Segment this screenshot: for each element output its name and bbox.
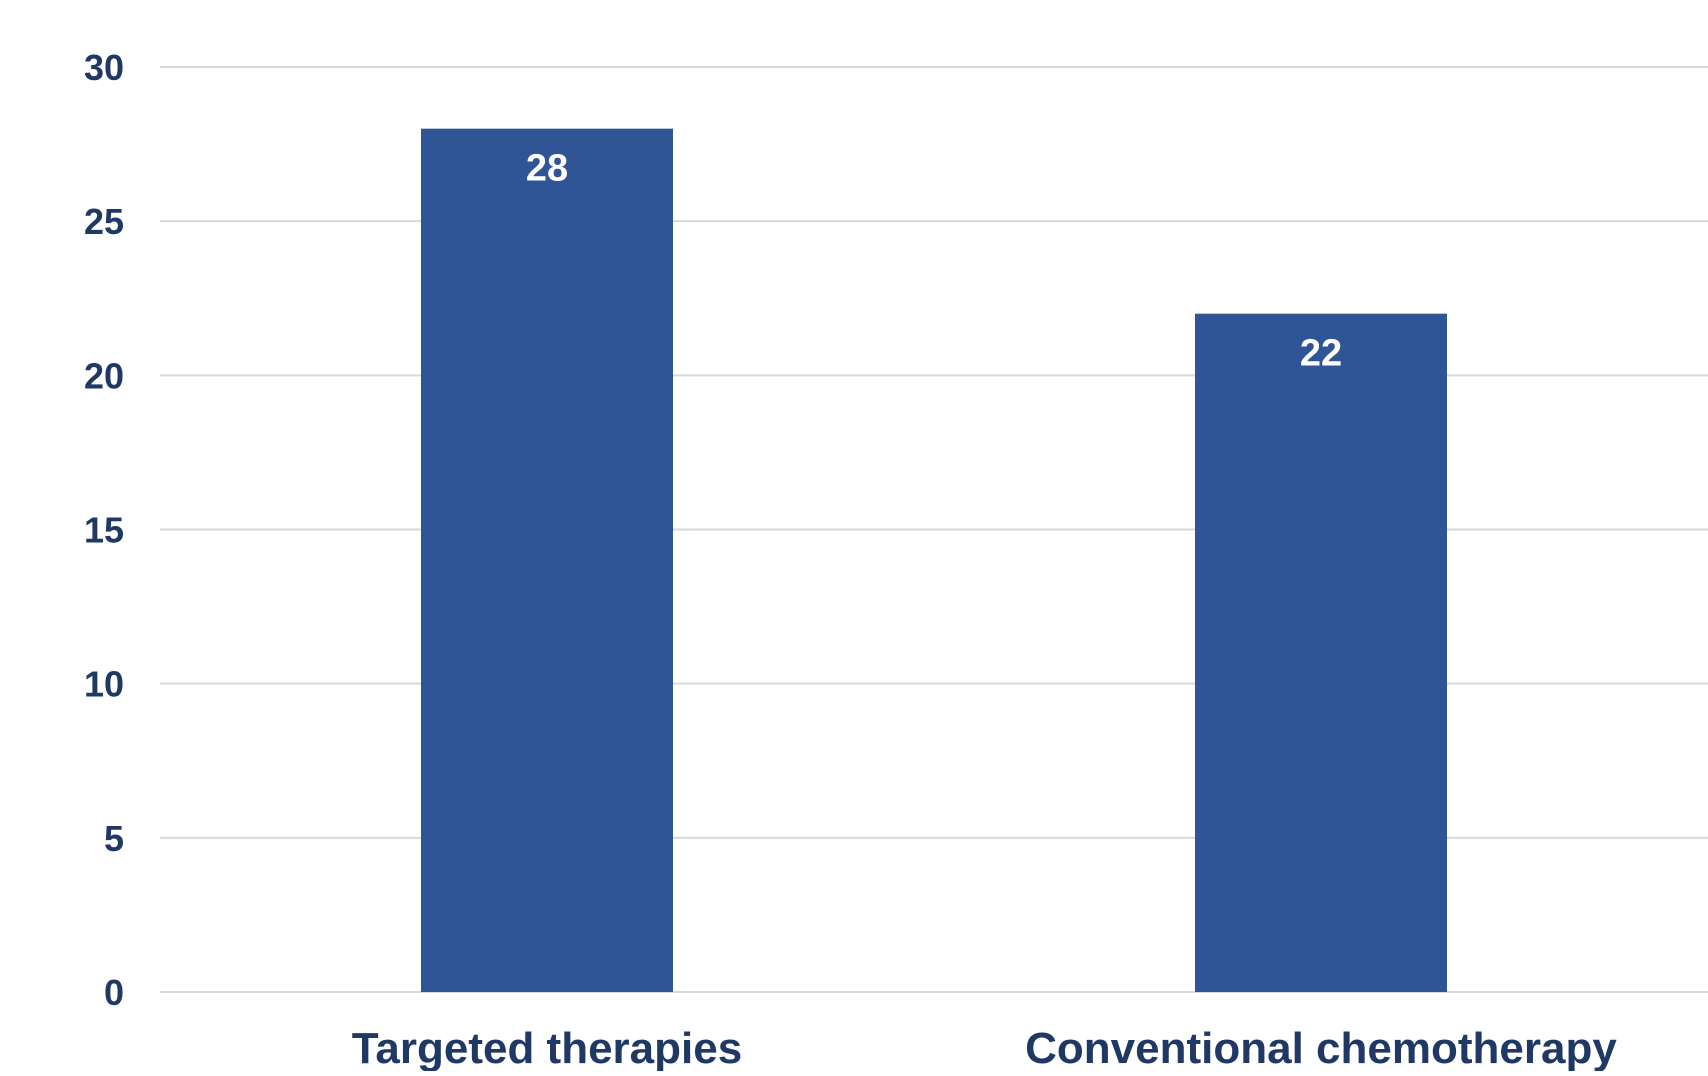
x-tick-label: Conventional chemotherapy [1025, 1024, 1617, 1071]
data-labels: 28 22 [526, 148, 1342, 375]
y-tick-label: 30 [84, 47, 124, 88]
bars [421, 128, 1447, 993]
y-tick-label: 20 [84, 355, 124, 396]
y-tick-label: 0 [104, 972, 124, 1013]
y-axis-ticks: 0 5 10 15 20 25 30 [84, 47, 124, 1013]
y-tick-label: 10 [84, 664, 124, 705]
bar [1195, 313, 1447, 993]
gridlines [160, 66, 1708, 993]
y-tick-label: 5 [104, 818, 124, 859]
bar [421, 128, 673, 992]
x-axis-ticks: Targeted therapies Conventional chemother… [352, 1024, 1618, 1073]
data-label: 22 [1300, 333, 1342, 375]
y-tick-label: 25 [84, 201, 124, 242]
x-tick-label: Targeted therapies [352, 1024, 742, 1071]
data-label: 28 [526, 148, 568, 190]
y-tick-label: 15 [84, 510, 124, 551]
